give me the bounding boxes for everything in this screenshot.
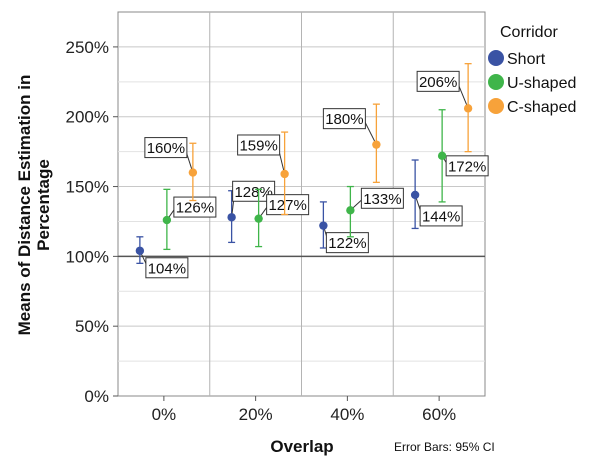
data-point (280, 169, 289, 179)
data-label-box (173, 196, 217, 218)
chart-marks: 104% 128% 122% 144% 126% 127% 133% 172% 160% 159%… (135, 63, 489, 279)
x-tick-label: 20% (239, 405, 273, 424)
data-label: 133% (363, 191, 401, 208)
data-label-box (445, 155, 489, 177)
data-point (188, 168, 198, 177)
data-label: 172% (448, 158, 486, 175)
y-axis-title-line-2: Percentage (34, 159, 53, 251)
data-point (135, 246, 145, 255)
legend-marker (488, 50, 504, 66)
data-label-box (237, 134, 281, 156)
data-label-box (419, 205, 463, 227)
data-label: 159% (239, 137, 277, 154)
x-tick-label: 40% (330, 405, 364, 424)
y-axis-title-line-1: Means of Distance Estimation in (15, 75, 34, 336)
x-tick-label: 0% (152, 405, 177, 424)
legend-label: Short (507, 51, 546, 68)
y-tick-label: 200% (66, 108, 109, 127)
footnote: Error Bars: 95% CI (394, 440, 495, 454)
y-tick-label: 100% (66, 247, 109, 266)
data-point (437, 151, 447, 161)
data-label-box (325, 232, 369, 254)
data-label: 127% (268, 197, 306, 214)
y-axis-ticks: 0% 50% 100% 150% 200% 250% (66, 38, 118, 406)
y-tick-label: 250% (66, 38, 109, 57)
data-label-box (144, 137, 188, 159)
legend-marker (488, 98, 504, 114)
y-tick-label: 150% (66, 178, 109, 197)
data-label: 126% (176, 200, 214, 217)
data-point (254, 214, 263, 223)
data-point (319, 221, 328, 230)
x-axis-ticks: 0% 20% 40% 60% (152, 396, 456, 424)
y-tick-label: 0% (84, 387, 109, 406)
legend-marker (488, 74, 504, 90)
data-label-box (145, 257, 189, 279)
legend: Corridor Short U-shaped C-shaped (488, 24, 576, 116)
legend-title: Corridor (500, 24, 558, 41)
data-point (410, 190, 420, 200)
data-label: 144% (422, 208, 460, 225)
data-point (372, 140, 381, 149)
data-label: 122% (328, 235, 366, 252)
legend-label: U-shaped (507, 75, 576, 92)
data-point (162, 215, 172, 225)
data-label: 104% (148, 260, 186, 277)
x-axis-title: Overlap (270, 437, 333, 456)
data-label: 128% (234, 184, 272, 201)
legend-label: C-shaped (507, 99, 576, 116)
grid (118, 12, 485, 396)
x-tick-label: 60% (422, 405, 456, 424)
data-point (227, 213, 236, 222)
data-label: 206% (419, 74, 457, 91)
y-tick-label: 50% (75, 317, 109, 336)
data-point (346, 206, 355, 215)
data-label: 180% (325, 111, 363, 128)
data-label: 160% (147, 140, 185, 157)
data-label-box (416, 70, 460, 92)
data-label-box (232, 180, 276, 202)
data-point (463, 104, 473, 113)
data-label-box (322, 108, 366, 130)
data-label-box (360, 187, 404, 209)
